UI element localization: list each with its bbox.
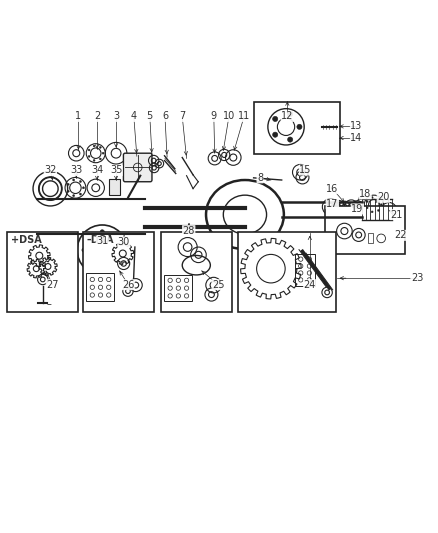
Text: 22: 22: [394, 230, 407, 240]
Text: 16: 16: [326, 184, 339, 193]
Text: 15: 15: [299, 165, 312, 175]
Bar: [161, 232, 232, 312]
Circle shape: [93, 145, 95, 147]
Circle shape: [88, 156, 90, 157]
Bar: [295, 254, 315, 286]
Circle shape: [87, 261, 92, 265]
Text: 12: 12: [281, 111, 293, 122]
Text: 32: 32: [44, 166, 57, 175]
Circle shape: [82, 248, 86, 252]
Bar: [86, 273, 114, 301]
Circle shape: [272, 116, 278, 122]
Circle shape: [93, 159, 95, 161]
Circle shape: [73, 179, 74, 181]
Circle shape: [113, 261, 117, 265]
Circle shape: [366, 207, 368, 209]
Text: 17: 17: [326, 199, 339, 209]
Text: 30: 30: [118, 237, 130, 247]
Text: 10: 10: [223, 111, 235, 122]
Text: –DSA: –DSA: [86, 235, 114, 245]
Circle shape: [102, 152, 104, 154]
Circle shape: [67, 190, 69, 192]
Circle shape: [99, 158, 101, 160]
Text: +DSA: +DSA: [11, 235, 42, 245]
Text: 25: 25: [212, 280, 224, 289]
Circle shape: [79, 181, 81, 182]
Text: 1: 1: [75, 111, 81, 122]
Text: 28: 28: [183, 225, 195, 236]
Text: 2: 2: [94, 111, 100, 122]
Text: 18: 18: [359, 189, 371, 199]
Circle shape: [73, 195, 74, 197]
Circle shape: [380, 204, 382, 206]
Circle shape: [297, 124, 302, 130]
Circle shape: [87, 235, 92, 239]
Text: 14: 14: [350, 133, 363, 143]
Text: 19: 19: [351, 204, 364, 214]
Circle shape: [100, 230, 104, 234]
Text: 3: 3: [113, 111, 119, 122]
Circle shape: [113, 235, 117, 239]
Text: 21: 21: [390, 209, 403, 220]
Text: 11: 11: [238, 111, 250, 122]
Circle shape: [272, 132, 278, 138]
Bar: [7, 232, 78, 312]
Text: 33: 33: [70, 166, 82, 175]
Text: 23: 23: [411, 273, 423, 283]
Text: 8: 8: [257, 173, 263, 183]
Text: 31: 31: [96, 237, 108, 246]
Bar: [164, 275, 192, 301]
Text: 7: 7: [179, 111, 185, 122]
Circle shape: [366, 200, 368, 203]
FancyBboxPatch shape: [124, 153, 152, 182]
Bar: [325, 206, 405, 254]
Circle shape: [79, 193, 81, 195]
Bar: [238, 232, 336, 312]
Text: 5: 5: [147, 111, 153, 122]
Text: 26: 26: [122, 280, 134, 289]
Text: 35: 35: [110, 166, 122, 175]
Circle shape: [99, 147, 101, 148]
Circle shape: [371, 197, 373, 198]
Circle shape: [100, 266, 104, 270]
Circle shape: [378, 209, 379, 212]
Circle shape: [118, 248, 123, 252]
Circle shape: [88, 149, 90, 151]
Bar: [109, 179, 120, 195]
Circle shape: [288, 137, 293, 142]
Circle shape: [378, 198, 379, 200]
Text: 4: 4: [131, 111, 137, 122]
Text: 20: 20: [377, 192, 389, 203]
Text: 27: 27: [46, 280, 59, 289]
Text: 34: 34: [91, 166, 103, 175]
Bar: [254, 102, 340, 154]
Circle shape: [82, 187, 85, 189]
Circle shape: [288, 111, 293, 117]
Text: –: –: [46, 300, 51, 310]
Text: 13: 13: [350, 122, 363, 132]
Bar: [368, 233, 373, 243]
Circle shape: [371, 211, 373, 213]
Text: 24: 24: [304, 280, 316, 289]
Circle shape: [67, 183, 69, 185]
Bar: [83, 232, 154, 312]
Text: 9: 9: [211, 111, 217, 122]
Text: 6: 6: [162, 111, 168, 122]
